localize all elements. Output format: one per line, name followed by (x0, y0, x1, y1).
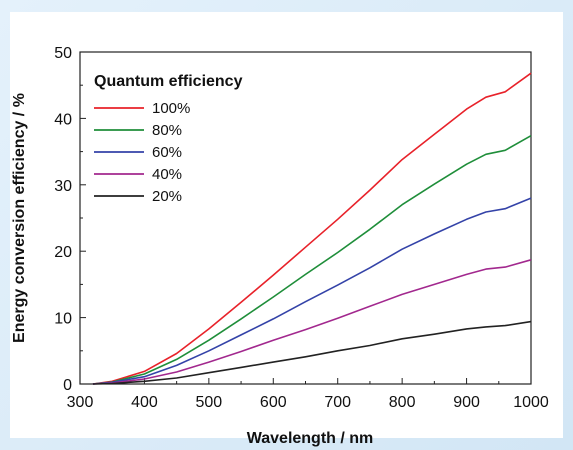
series-line-40-percent (92, 259, 532, 385)
x-tick-label: 500 (196, 394, 223, 411)
x-tick-label: 900 (453, 394, 480, 411)
legend-label: 100% (152, 100, 190, 117)
x-tick-label: 600 (260, 394, 287, 411)
y-tick-label: 50 (54, 45, 72, 62)
y-axis-title: Energy conversion efficiency / % (11, 93, 28, 343)
legend-label: 40% (152, 166, 182, 183)
plot-area: 300 400 500 600 700 800 900 1000 0 10 20 30 40 50 (54, 45, 549, 411)
legend: Quantum efficiency 100% 80% 60% 40% 20% (94, 73, 243, 205)
x-tick-label: 400 (131, 394, 158, 411)
x-tick-label: 1000 (513, 394, 549, 411)
series-line-80-percent (92, 135, 532, 385)
x-tick-label: 700 (324, 394, 351, 411)
y-tick-label: 10 (54, 311, 72, 328)
x-tick-label: 300 (67, 394, 94, 411)
x-tick-label: 800 (389, 394, 416, 411)
y-tick-label: 30 (54, 178, 72, 195)
y-tick-label: 0 (63, 377, 72, 394)
chart-background (10, 12, 563, 438)
y-tick-label: 40 (54, 111, 72, 128)
legend-title: Quantum efficiency (94, 73, 243, 90)
legend-label: 20% (152, 188, 182, 205)
series-line-60-percent (92, 197, 532, 385)
x-axis-title: Wavelength / nm (247, 430, 374, 447)
y-tick-label: 20 (54, 244, 72, 261)
series-line-20-percent (92, 320, 532, 385)
legend-label: 80% (152, 122, 182, 139)
legend-label: 60% (152, 144, 182, 161)
series-line-100-percent (92, 72, 532, 385)
